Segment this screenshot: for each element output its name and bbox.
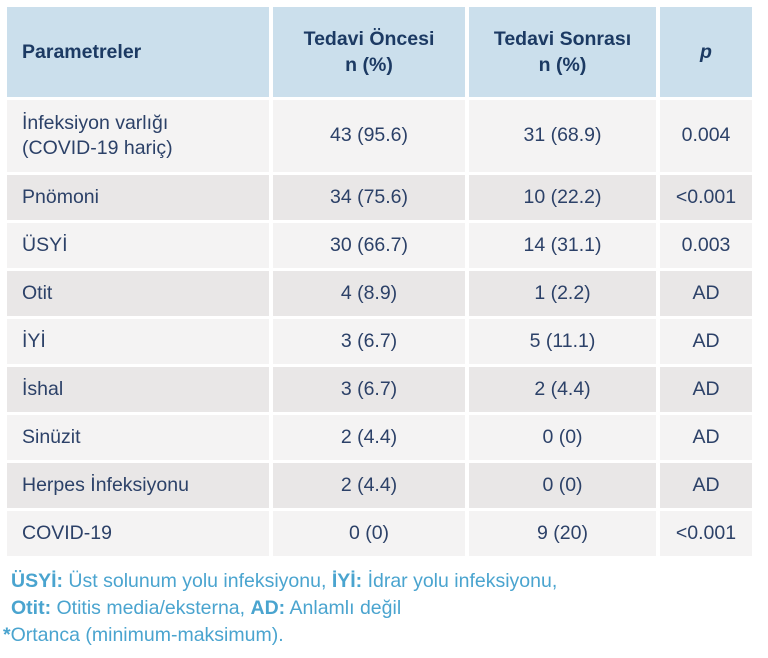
footnote-line-1: ÜSYİ: Üst solunum yolu infeksiyonu, İYİ:… xyxy=(3,568,768,595)
table-row: İYİ 3 (6.7) 5 (11.1) AD xyxy=(7,319,752,364)
after-cell: 2 (4.4) xyxy=(469,367,656,412)
footnote-abbrev-iyi: İYİ: xyxy=(331,570,363,592)
table-row: Otit 4 (8.9) 1 (2.2) AD xyxy=(7,271,752,316)
footnote-text: Anlamlı değil xyxy=(285,597,402,619)
table-row: ÜSYİ 30 (66.7) 14 (31.1) 0.003 xyxy=(7,223,752,268)
param-cell: İnfeksiyon varlığı (COVID-19 hariç) xyxy=(7,100,269,172)
column-header-tedavi-sonrasi: Tedavi Sonrası n (%) xyxy=(469,7,656,97)
after-cell: 0 (0) xyxy=(469,463,656,508)
before-cell: 2 (4.4) xyxy=(273,463,465,508)
param-cell: Pnömoni xyxy=(7,175,269,220)
footnote-abbrev-usyi: ÜSYİ: xyxy=(11,570,64,592)
column-header-parametreler: Parametreler xyxy=(7,7,269,97)
param-cell: COVID-19 xyxy=(7,511,269,556)
after-cell: 31 (68.9) xyxy=(469,100,656,172)
p-cell: AD xyxy=(660,271,752,316)
p-cell: AD xyxy=(660,463,752,508)
after-cell: 9 (20) xyxy=(469,511,656,556)
p-cell: AD xyxy=(660,415,752,460)
before-cell: 30 (66.7) xyxy=(273,223,465,268)
table-row: Herpes İnfeksiyonu 2 (4.4) 0 (0) AD xyxy=(7,463,752,508)
footnote-text: Üst solunum yolu infeksiyonu, xyxy=(63,570,332,592)
footnote-abbrev-ad: AD: xyxy=(250,597,286,619)
p-cell: AD xyxy=(660,319,752,364)
column-header-p: p xyxy=(660,7,752,97)
table-row: İshal 3 (6.7) 2 (4.4) AD xyxy=(7,367,752,412)
before-cell: 2 (4.4) xyxy=(273,415,465,460)
after-cell: 0 (0) xyxy=(469,415,656,460)
before-cell: 3 (6.7) xyxy=(273,367,465,412)
after-cell: 5 (11.1) xyxy=(469,319,656,364)
param-cell: Sinüzit xyxy=(7,415,269,460)
before-cell: 4 (8.9) xyxy=(273,271,465,316)
param-cell: ÜSYİ xyxy=(7,223,269,268)
table-header-row: Parametreler Tedavi Öncesi n (%) Tedavi … xyxy=(7,7,752,97)
table-row: Sinüzit 2 (4.4) 0 (0) AD xyxy=(7,415,752,460)
p-cell: 0.003 xyxy=(660,223,752,268)
param-cell: Otit xyxy=(7,271,269,316)
before-cell: 34 (75.6) xyxy=(273,175,465,220)
param-cell: İYİ xyxy=(7,319,269,364)
param-cell: Herpes İnfeksiyonu xyxy=(7,463,269,508)
p-cell: AD xyxy=(660,367,752,412)
footnote-abbrev-otit: Otit: xyxy=(11,597,52,619)
before-cell: 0 (0) xyxy=(273,511,465,556)
p-cell: <0.001 xyxy=(660,175,752,220)
param-cell: İshal xyxy=(7,367,269,412)
footnote-line-2: Otit: Otitis media/eksterna, AD: Anlamlı… xyxy=(3,595,768,622)
after-cell: 1 (2.2) xyxy=(469,271,656,316)
after-cell: 10 (22.2) xyxy=(469,175,656,220)
footnote-text: Ortanca (minimum-maksimum). xyxy=(10,624,284,646)
p-cell: 0.004 xyxy=(660,100,752,172)
column-header-tedavi-oncesi: Tedavi Öncesi n (%) xyxy=(273,7,465,97)
footnote-text: İdrar yolu infeksiyonu, xyxy=(362,570,558,592)
table-row: İnfeksiyon varlığı (COVID-19 hariç) 43 (… xyxy=(7,100,752,172)
p-cell: <0.001 xyxy=(660,511,752,556)
footnotes: ÜSYİ: Üst solunum yolu infeksiyonu, İYİ:… xyxy=(3,568,768,649)
footnote-line-3: *Ortanca (minimum-maksimum). xyxy=(3,622,768,649)
table-row: COVID-19 0 (0) 9 (20) <0.001 xyxy=(7,511,752,556)
after-cell: 14 (31.1) xyxy=(469,223,656,268)
footnote-asterisk: * xyxy=(3,624,11,646)
before-cell: 3 (6.7) xyxy=(273,319,465,364)
table-row: Pnömoni 34 (75.6) 10 (22.2) <0.001 xyxy=(7,175,752,220)
before-cell: 43 (95.6) xyxy=(273,100,465,172)
footnote-text: Otitis media/eksterna, xyxy=(51,597,251,619)
parameters-table: Parametreler Tedavi Öncesi n (%) Tedavi … xyxy=(3,4,756,559)
